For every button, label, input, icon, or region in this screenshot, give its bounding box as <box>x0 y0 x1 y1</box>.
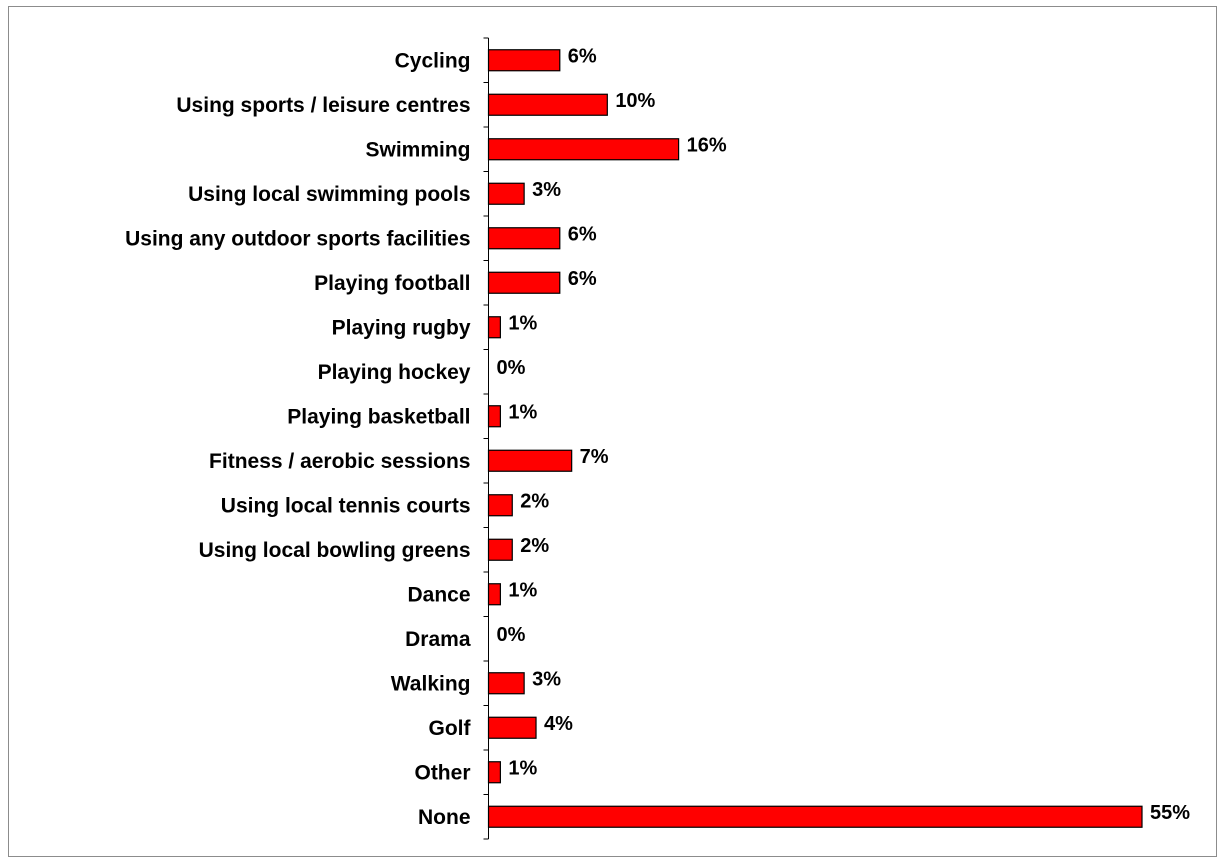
data-label: 6% <box>568 223 597 245</box>
bars-layer <box>487 49 1143 828</box>
data-label: 3% <box>532 668 561 690</box>
data-label: 55% <box>1150 802 1190 824</box>
bar <box>487 49 561 72</box>
bar <box>487 449 573 472</box>
category-label: Using any outdoor sports facilities <box>125 227 470 250</box>
category-label: Golf <box>429 717 472 740</box>
bar <box>487 182 525 205</box>
data-label: 1% <box>508 757 537 779</box>
category-label: Using sports / leisure centres <box>176 94 470 117</box>
category-label: Playing rugby <box>332 316 471 339</box>
bar <box>487 93 608 116</box>
data-label: 10% <box>615 90 655 112</box>
bar <box>487 761 501 784</box>
data-label: 1% <box>508 401 537 423</box>
category-label: None <box>418 806 471 829</box>
data-label: 2% <box>520 490 549 512</box>
data-label: 2% <box>520 535 549 557</box>
category-label: Fitness / aerobic sessions <box>209 450 470 473</box>
bar <box>487 805 1143 828</box>
bar <box>487 271 561 294</box>
bar <box>487 227 561 250</box>
category-label: Using local bowling greens <box>199 539 471 562</box>
category-label: Dance <box>407 583 470 606</box>
category-label: Swimming <box>365 138 470 161</box>
category-label: Playing football <box>314 272 470 295</box>
category-label: Using local swimming pools <box>188 183 470 206</box>
data-label: 1% <box>508 312 537 334</box>
data-label: 16% <box>687 134 727 156</box>
data-label: 1% <box>508 579 537 601</box>
category-label: Using local tennis courts <box>221 494 471 517</box>
data-label: 3% <box>532 179 561 201</box>
bar <box>487 316 501 339</box>
category-label: Cycling <box>395 49 471 72</box>
labels-layer: Cycling 6% Using sports / leisure centres 1… <box>125 45 1190 829</box>
category-label: Other <box>414 761 470 784</box>
category-label: Drama <box>405 628 471 651</box>
category-label: Walking <box>391 672 471 695</box>
data-label: 0% <box>497 357 526 379</box>
bar <box>487 405 501 428</box>
data-label: 6% <box>568 45 597 67</box>
bar <box>487 538 513 561</box>
category-axis <box>483 37 489 840</box>
data-label: 7% <box>580 446 609 468</box>
data-label: 6% <box>568 268 597 290</box>
bar <box>487 583 501 606</box>
bar <box>487 716 537 739</box>
category-label: Playing hockey <box>318 361 471 384</box>
category-label: Playing basketball <box>287 405 470 428</box>
bar <box>487 672 525 695</box>
bar <box>487 494 513 517</box>
data-label: 4% <box>544 713 573 735</box>
bar <box>487 138 680 161</box>
data-label: 0% <box>497 624 526 646</box>
